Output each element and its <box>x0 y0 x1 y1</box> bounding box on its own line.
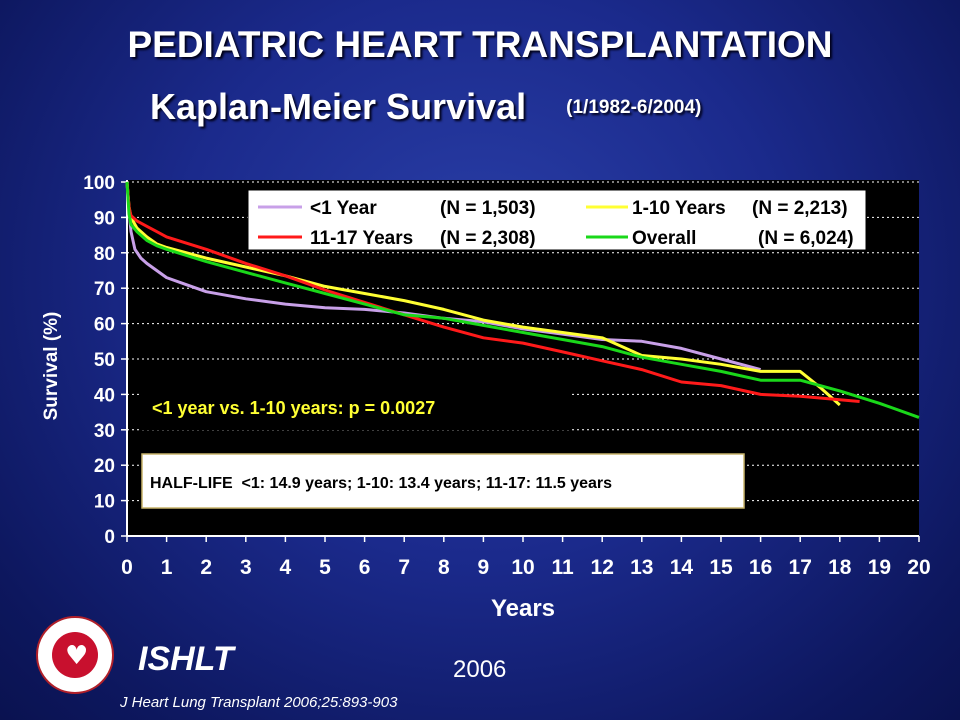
x-tick-label: 0 <box>121 556 133 579</box>
y-tick-label: 80 <box>94 244 115 265</box>
subtitle-text: Kaplan-Meier Survival <box>150 86 527 127</box>
series-line-overall <box>125 181 920 419</box>
x-tick-label: 17 <box>789 556 812 579</box>
x-tick-label: 6 <box>359 556 371 579</box>
y-tick-label: 50 <box>94 350 115 371</box>
legend-n-overall: (N = 6,024) <box>758 228 854 249</box>
x-tick-label: 19 <box>868 556 891 579</box>
x-tick-label: 8 <box>438 556 450 579</box>
heart-lungs-icon: ♥ <box>65 641 89 671</box>
y-tick-label: 100 <box>83 173 115 194</box>
legend-n-lt1: (N = 1,503) <box>440 198 536 219</box>
legend-n-11-17: (N = 2,308) <box>440 228 536 249</box>
x-tick-label: 5 <box>319 556 331 579</box>
legend-label-overall: Overall <box>632 228 696 249</box>
half-life-box <box>141 453 745 509</box>
y-tick-label: 40 <box>94 385 115 406</box>
p-value-box <box>142 386 570 430</box>
x-tick-label: 3 <box>240 556 252 579</box>
x-tick-label: 13 <box>630 556 653 579</box>
seal-inner <box>52 632 98 678</box>
legend-box <box>247 189 867 251</box>
page-subtitle: Kaplan-Meier Survival (1/1982-6/2004) <box>150 86 701 128</box>
x-tick-label: 16 <box>749 556 772 579</box>
y-tick-label: 20 <box>94 456 115 477</box>
x-tick-label: 15 <box>709 556 733 579</box>
x-tick-label: 7 <box>398 556 410 579</box>
y-axis-title: Survival (%) <box>41 312 62 421</box>
legend-n-1-10: (N = 2,213) <box>752 198 848 219</box>
x-tick-label: 20 <box>907 556 930 579</box>
page-title: PEDIATRIC HEART TRANSPLANTATION <box>127 24 833 65</box>
x-tick-label: 9 <box>478 556 490 579</box>
legend-label-lt1: <1 Year <box>310 198 377 219</box>
y-tick-label: 70 <box>94 279 115 300</box>
legend: <1 Year (N = 1,503) 1-10 Years (N = 2,21… <box>247 189 867 251</box>
half-life-annotation: HALF-LIFE <1: 14.9 years; 1-10: 13.4 yea… <box>150 475 612 492</box>
series-line-1-10 <box>125 181 841 407</box>
x-tick-label: 12 <box>591 556 614 579</box>
x-tick-label: 2 <box>200 556 212 579</box>
y-tick-label: 0 <box>104 527 115 548</box>
subtitle-dates: (1/1982-6/2004) <box>566 97 702 118</box>
x-tick-label: 4 <box>280 556 292 579</box>
y-tick-label: 30 <box>94 421 115 442</box>
citation: J Heart Lung Transplant 2006;25:893-903 <box>120 694 398 711</box>
x-axis-title: Years <box>491 595 555 622</box>
y-tick-label: 10 <box>94 492 115 513</box>
x-tick-label: 1 <box>161 556 173 579</box>
x-tick-label: 14 <box>670 556 694 579</box>
y-tick-label: 90 <box>94 208 115 229</box>
org-name: ISHLT <box>138 640 234 678</box>
legend-label-11-17: 11-17 Years <box>310 228 413 249</box>
x-tick-label: 11 <box>551 556 574 579</box>
p-value-annotation: <1 year vs. 1-10 years: p = 0.0027 <box>152 398 435 418</box>
x-tick-label: 10 <box>511 556 534 579</box>
axes <box>121 180 920 542</box>
year-label: 2006 <box>453 656 507 683</box>
y-tick-label: 60 <box>94 315 115 336</box>
legend-label-1-10: 1-10 Years <box>632 198 726 219</box>
x-tick-label: 18 <box>828 556 852 579</box>
ishlt-seal-icon: ♥ <box>36 616 114 694</box>
series-lines <box>125 181 920 419</box>
